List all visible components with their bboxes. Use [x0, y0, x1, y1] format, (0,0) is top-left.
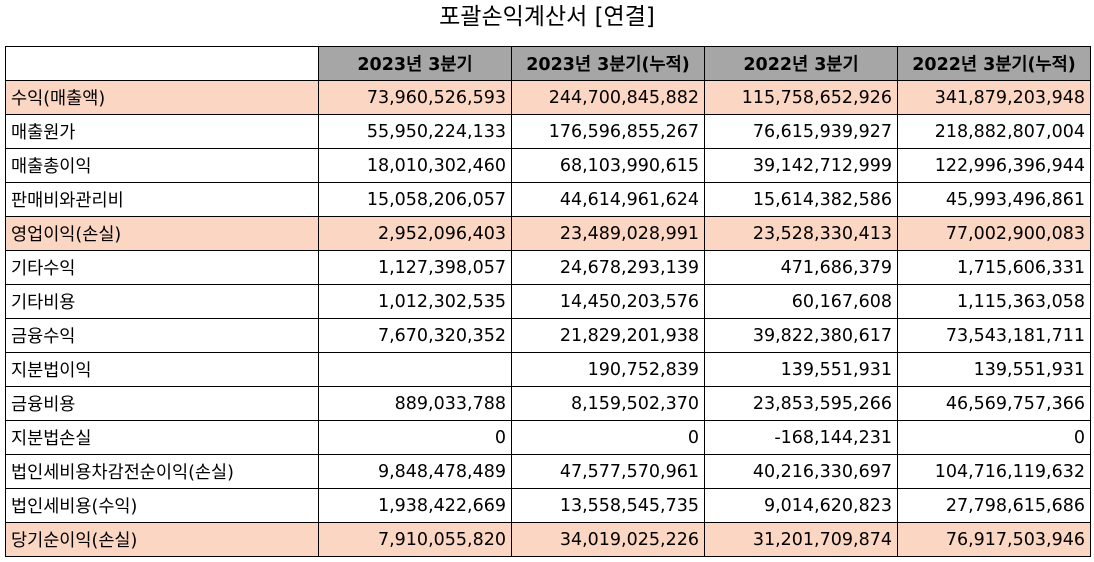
value-cell [318, 352, 512, 387]
value-cell: 139,551,931 [897, 352, 1091, 387]
value-cell: 46,569,757,366 [897, 386, 1091, 421]
row-label: 지분법이익 [5, 352, 319, 387]
column-header: 2023년 3분기(누적) [511, 46, 705, 81]
value-cell: 2,952,096,403 [318, 216, 512, 251]
value-cell: 27,798,615,686 [897, 488, 1091, 523]
value-cell: 47,577,570,961 [511, 454, 705, 489]
row-label: 영업이익(손실) [5, 216, 319, 251]
table-row: 지분법손실 0 0 -168,144,231 0 [5, 420, 1091, 455]
value-cell: 18,010,302,460 [318, 148, 512, 183]
table-row: 기타수익 1,127,398,057 24,678,293,139 471,686,3… [5, 250, 1091, 285]
value-cell: 1,115,363,058 [897, 284, 1091, 319]
value-cell: 1,127,398,057 [318, 250, 512, 285]
value-cell: 44,614,961,624 [511, 182, 705, 217]
value-cell: 24,678,293,139 [511, 250, 705, 285]
value-cell: 341,879,203,948 [897, 80, 1091, 115]
table-row: 당기순이익(손실) 7,910,055,820 34,019,025,226 31,2… [5, 522, 1091, 557]
value-cell: 244,700,845,882 [511, 80, 705, 115]
table-row: 금융비용 889,033,788 8,159,502,370 23,853,595,2… [5, 386, 1091, 421]
corner-cell [5, 46, 319, 81]
value-cell: 889,033,788 [318, 386, 512, 421]
table-row: 수익(매출액) 73,960,526,593 244,700,845,882 115,… [5, 80, 1091, 115]
value-cell: 190,752,839 [511, 352, 705, 387]
value-cell: 1,012,302,535 [318, 284, 512, 319]
value-cell: 1,938,422,669 [318, 488, 512, 523]
row-label: 법인세비용차감전순이익(손실) [5, 454, 319, 489]
row-label: 금융수익 [5, 318, 319, 353]
value-cell: 55,950,224,133 [318, 114, 512, 149]
value-cell: 7,670,320,352 [318, 318, 512, 353]
value-cell: 60,167,608 [704, 284, 898, 319]
value-cell: 9,014,620,823 [704, 488, 898, 523]
table-row: 법인세비용(수익) 1,938,422,669 13,558,545,735 9,01… [5, 488, 1091, 523]
value-cell: 31,201,709,874 [704, 522, 898, 557]
table-row: 금융수익 7,670,320,352 21,829,201,938 39,822,38… [5, 318, 1091, 353]
value-cell: 23,489,028,991 [511, 216, 705, 251]
value-cell: 34,019,025,226 [511, 522, 705, 557]
value-cell: 0 [318, 420, 512, 455]
value-cell: 23,528,330,413 [704, 216, 898, 251]
value-cell: 9,848,478,489 [318, 454, 512, 489]
row-label: 매출원가 [5, 114, 319, 149]
value-cell: 23,853,595,266 [704, 386, 898, 421]
value-cell: 73,960,526,593 [318, 80, 512, 115]
value-cell: 14,450,203,576 [511, 284, 705, 319]
value-cell: 76,615,939,927 [704, 114, 898, 149]
value-cell: 15,614,382,586 [704, 182, 898, 217]
row-label: 수익(매출액) [5, 80, 319, 115]
value-cell: 0 [511, 420, 705, 455]
page-title: 포괄손익계산서 [연결] [439, 4, 655, 30]
row-label: 기타수익 [5, 250, 319, 285]
value-cell: -168,144,231 [704, 420, 898, 455]
column-header: 2023년 3분기 [318, 46, 512, 81]
value-cell: 139,551,931 [704, 352, 898, 387]
value-cell: 7,910,055,820 [318, 522, 512, 557]
value-cell: 45,993,496,861 [897, 182, 1091, 217]
value-cell: 0 [897, 420, 1091, 455]
value-cell: 40,216,330,697 [704, 454, 898, 489]
row-label: 법인세비용(수익) [5, 488, 319, 523]
table-row: 영업이익(손실) 2,952,096,403 23,489,028,991 23,52… [5, 216, 1091, 251]
income-statement-table: 2023년 3분기 2023년 3분기(누적) 2022년 3분기 2022년 … [5, 46, 1091, 557]
value-cell: 1,715,606,331 [897, 250, 1091, 285]
value-cell: 122,996,396,944 [897, 148, 1091, 183]
row-label: 기타비용 [5, 284, 319, 319]
row-label: 판매비와관리비 [5, 182, 319, 217]
value-cell: 104,716,119,632 [897, 454, 1091, 489]
table-row: 법인세비용차감전순이익(손실) 9,848,478,489 47,577,570,9… [5, 454, 1091, 489]
value-cell: 218,882,807,004 [897, 114, 1091, 149]
value-cell: 77,002,900,083 [897, 216, 1091, 251]
column-header: 2022년 3분기(누적) [897, 46, 1091, 81]
value-cell: 471,686,379 [704, 250, 898, 285]
row-label: 매출총이익 [5, 148, 319, 183]
table-row: 지분법이익 190,752,839 139,551,931 139,551,931 [5, 352, 1091, 387]
table-row: 판매비와관리비 15,058,206,057 44,614,961,624 15,61… [5, 182, 1091, 217]
table-row: 매출총이익 18,010,302,460 68,103,990,615 39,142,… [5, 148, 1091, 183]
value-cell: 68,103,990,615 [511, 148, 705, 183]
header-row: 2023년 3분기 2023년 3분기(누적) 2022년 3분기 2022년 … [5, 46, 1091, 81]
row-label: 지분법손실 [5, 420, 319, 455]
value-cell: 21,829,201,938 [511, 318, 705, 353]
value-cell: 73,543,181,711 [897, 318, 1091, 353]
table-row: 기타비용 1,012,302,535 14,450,203,576 60,167,60… [5, 284, 1091, 319]
value-cell: 15,058,206,057 [318, 182, 512, 217]
value-cell: 39,142,712,999 [704, 148, 898, 183]
value-cell: 115,758,652,926 [704, 80, 898, 115]
value-cell: 39,822,380,617 [704, 318, 898, 353]
row-label: 금융비용 [5, 386, 319, 421]
column-header: 2022년 3분기 [704, 46, 898, 81]
value-cell: 76,917,503,946 [897, 522, 1091, 557]
value-cell: 8,159,502,370 [511, 386, 705, 421]
table-row: 매출원가 55,950,224,133 176,596,855,267 76,615,… [5, 114, 1091, 149]
value-cell: 13,558,545,735 [511, 488, 705, 523]
row-label: 당기순이익(손실) [5, 522, 319, 557]
value-cell: 176,596,855,267 [511, 114, 705, 149]
